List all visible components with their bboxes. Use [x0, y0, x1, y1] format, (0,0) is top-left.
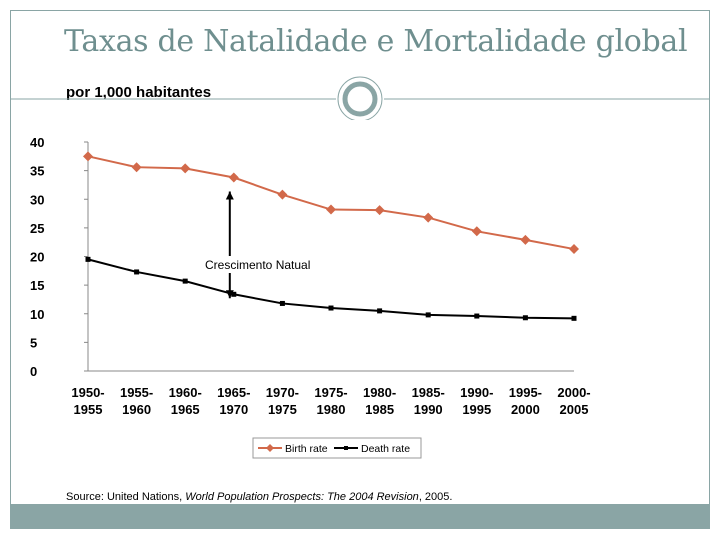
y-tick-label: 30: [30, 192, 44, 207]
series-lines: [83, 151, 579, 321]
natural-growth-arrow: [225, 191, 234, 299]
death-rate-point: [522, 315, 528, 321]
y-tick-label: 15: [30, 278, 44, 293]
death-rate-point: [425, 312, 431, 318]
x-tick-label: 1960: [122, 402, 151, 417]
source-title: World Population Prospects: The 2004 Rev…: [185, 491, 419, 503]
x-tick-label: 1955: [74, 402, 103, 417]
x-tick-label: 1980-: [363, 385, 396, 400]
x-tick-label: 1970: [219, 402, 248, 417]
y-tick-label: 25: [30, 221, 44, 236]
birth-rate-point: [83, 151, 93, 162]
birth-rate-point: [131, 162, 142, 173]
x-tick-label: 1955-: [120, 385, 153, 400]
birth-rate-point: [569, 244, 579, 255]
death-rate-point: [474, 313, 480, 319]
source-suffix: , 2005.: [418, 491, 453, 503]
slide-subtitle: por 1,000 habitantes: [66, 84, 212, 101]
annotation: Crescimento Natual: [202, 256, 338, 273]
x-tick-label: 1985-: [412, 385, 445, 400]
y-tick-label: 20: [30, 250, 44, 265]
birth-rate-point: [326, 204, 336, 215]
x-tick-label: 1975: [268, 402, 297, 417]
x-tick-label: 1990-: [460, 385, 493, 400]
death-rate-point: [328, 305, 334, 311]
legend-death-label: Death rate: [361, 443, 410, 455]
x-tick-label: 1980: [317, 402, 346, 417]
legend-birth-label: Birth rate: [285, 443, 328, 455]
legend-death-marker: [344, 446, 348, 450]
legend: Birth rate Death rate: [252, 437, 422, 459]
y-tick-label: 5: [30, 335, 37, 350]
source-prefix: Source: United Nations,: [66, 491, 186, 503]
birth-rate-point: [520, 234, 531, 245]
source-note: Source: United Nations, World Population…: [66, 491, 452, 503]
death-rate-point: [279, 300, 285, 306]
birth-rate-point: [423, 212, 434, 223]
footer-bar: [11, 504, 709, 528]
death-rate-point: [182, 278, 188, 284]
birth-rate-point: [277, 189, 288, 200]
decorative-divider: [11, 76, 709, 120]
slide-frame: [10, 10, 710, 529]
y-tick-label: 10: [30, 307, 44, 322]
x-tick-label: 1995-: [509, 385, 542, 400]
x-tick-label: 1960-: [169, 385, 202, 400]
y-tick-label: 40: [30, 135, 44, 150]
birth-rate-point: [374, 205, 385, 216]
annotation-background: [202, 256, 338, 273]
y-tick-label: 35: [30, 164, 44, 179]
x-axis: 1950- 1955 1955- 1960 1960- 1965 1965- 1970 1970…: [71, 370, 591, 417]
death-rate-point: [377, 308, 383, 314]
death-rate-point: [85, 256, 91, 262]
x-tick-label: 1965-: [217, 385, 250, 400]
death-rate-point: [571, 315, 577, 321]
x-tick-label: 1995: [462, 402, 491, 417]
divider-circle-icon: [342, 81, 378, 117]
x-tick-label: 1965: [171, 402, 200, 417]
birth-rate-point: [471, 226, 482, 237]
y-tick-label: 0: [30, 364, 37, 379]
x-tick-label: 1975-: [314, 385, 347, 400]
x-tick-label: 1970-: [266, 385, 299, 400]
x-tick-label: 2000-: [557, 385, 590, 400]
y-axis: 0 5 10 15 20 25 30 35 40: [30, 135, 89, 379]
x-tick-label: 2000: [511, 402, 540, 417]
arrow-head-up: [225, 191, 234, 200]
birth-rate-point: [180, 163, 191, 174]
birth-rate-line: [87, 155, 575, 251]
death-rate-point: [231, 291, 237, 297]
annotation-label: Crescimento Natual: [205, 258, 310, 272]
slide-title: Taxas de Natalidade e Mortalidade global: [64, 24, 688, 59]
death-rate-point: [134, 269, 140, 275]
birth-rate-point: [228, 172, 239, 183]
x-tick-label: 2005: [560, 402, 589, 417]
x-tick-label: 1990: [414, 402, 443, 417]
x-tick-label: 1985: [365, 402, 394, 417]
legend-birth-marker: [266, 444, 274, 452]
x-tick-label: 1950-: [71, 385, 104, 400]
